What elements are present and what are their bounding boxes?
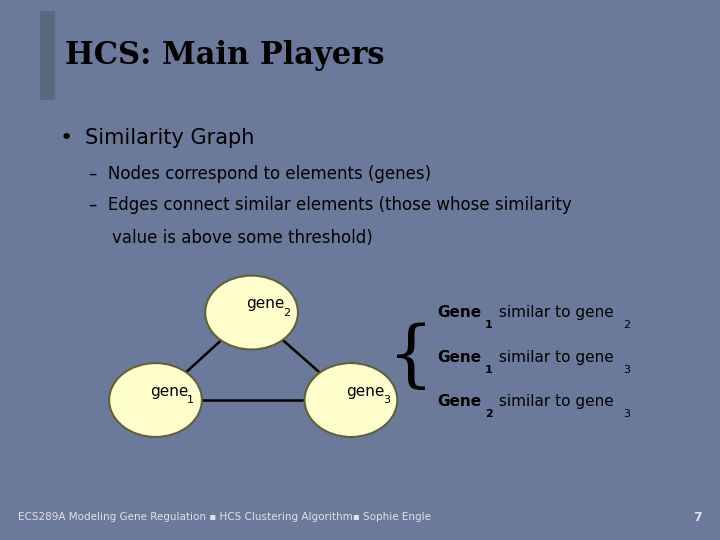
Text: similar to gene: similar to gene — [494, 350, 613, 364]
Text: 2: 2 — [624, 320, 630, 330]
Text: 1: 1 — [485, 364, 492, 375]
Text: –  Nodes correspond to elements (genes): – Nodes correspond to elements (genes) — [89, 165, 431, 183]
Text: 3: 3 — [624, 364, 630, 375]
Text: gene: gene — [150, 384, 189, 399]
Text: HCS: Main Players: HCS: Main Players — [65, 40, 384, 71]
Text: ECS289A Modeling Gene Regulation ▪ HCS Clustering Algorithm▪ Sophie Engle: ECS289A Modeling Gene Regulation ▪ HCS C… — [18, 512, 431, 522]
Text: Similarity Graph: Similarity Graph — [85, 128, 254, 148]
Text: 2: 2 — [485, 409, 492, 420]
Ellipse shape — [109, 363, 202, 437]
Text: 1: 1 — [187, 395, 194, 405]
Text: Gene: Gene — [437, 350, 481, 364]
Text: 2: 2 — [284, 308, 290, 318]
Bar — [40, 11, 54, 100]
Text: similar to gene: similar to gene — [494, 305, 613, 320]
Ellipse shape — [305, 363, 397, 437]
Text: 3: 3 — [624, 409, 630, 420]
Text: •: • — [60, 128, 73, 148]
Text: –  Edges connect similar elements (those whose similarity: – Edges connect similar elements (those … — [89, 196, 572, 214]
Text: Gene: Gene — [437, 305, 481, 320]
Text: Gene: Gene — [437, 395, 481, 409]
Text: {: { — [388, 322, 433, 393]
Text: 7: 7 — [693, 510, 702, 524]
Text: 1: 1 — [485, 320, 492, 330]
Ellipse shape — [205, 275, 298, 349]
Text: gene: gene — [346, 384, 384, 399]
Text: gene: gene — [246, 296, 284, 312]
Text: value is above some threshold): value is above some threshold) — [112, 229, 373, 247]
Text: 3: 3 — [383, 395, 390, 405]
Text: similar to gene: similar to gene — [494, 395, 613, 409]
